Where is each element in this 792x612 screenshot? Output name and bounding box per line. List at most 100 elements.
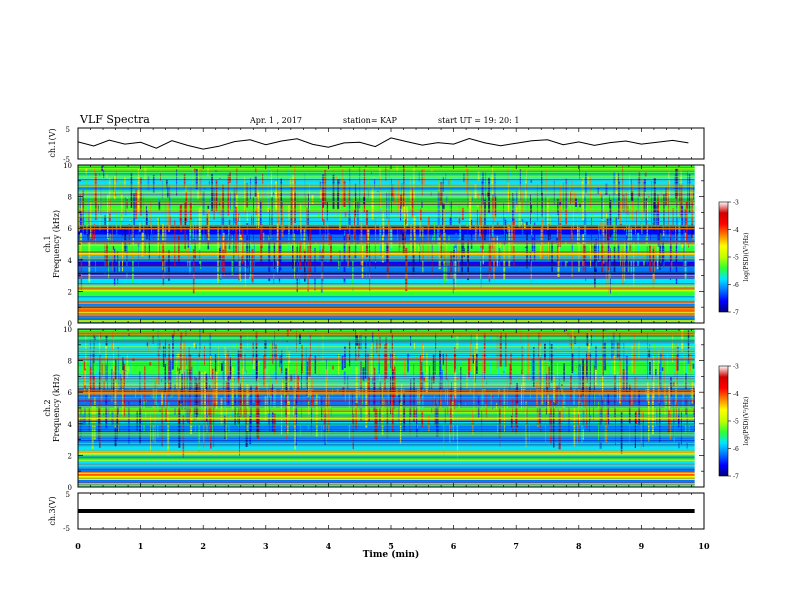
spec-streak [670,225,672,270]
spec-streak [574,385,576,393]
spec-streak [533,360,534,387]
spec-streak [328,232,330,246]
spec-streak [225,348,227,381]
spec-streak [219,194,221,217]
spec-line [78,275,695,277]
x-tick-label: 2 [200,541,206,551]
spec-streak [122,331,125,358]
spec-line [78,403,695,404]
spec-streak [233,189,236,224]
start-time-label: start UT = 19: 20: 1 [438,116,519,125]
spec-streak [451,335,453,338]
spec-streak [437,389,439,405]
spec-streak [164,228,166,274]
spec-line [78,389,695,391]
spec-streak [180,204,183,233]
spec-line [78,371,695,372]
spec-line [78,420,695,421]
ch2-spectrogram-ylabel-channel: ch.2 [43,399,52,416]
spec-streak [440,237,443,259]
spec-line [78,406,695,408]
spec-streak [379,367,380,411]
spec-streak [668,385,671,411]
spec-streak [249,415,252,444]
spec-streak [449,171,451,217]
spec-streak [458,243,460,262]
spec-streak [323,219,325,227]
spec-streak [186,369,188,405]
spec-line [78,166,695,168]
spec-streak [615,217,617,228]
spec-streak [407,353,409,373]
spec-streak [685,251,687,288]
spec-streak [134,187,136,191]
spec-streak [367,189,369,198]
spec-streak [330,235,332,263]
spec-line [78,263,695,265]
spec-streak [650,227,651,242]
spec-strong-line [78,228,695,230]
spec-streak [430,191,432,196]
spec-streak [678,211,680,256]
spec-streak [458,218,461,224]
spec-band [78,234,695,244]
spec-streak [597,187,599,194]
spec-line [78,260,695,261]
spec-streak [493,236,495,279]
spec-line [78,408,695,410]
spec-streak [683,230,685,270]
spec-streak [139,251,142,260]
spec-line [78,232,695,233]
spec-streak [615,401,616,446]
spec-streak [332,365,334,370]
spec-streak [634,411,636,448]
spec-streak [212,411,213,435]
spec-streak [676,355,678,386]
spec-line [78,189,695,191]
spec-streak [289,178,292,188]
spec-streak [479,205,481,237]
spec-streak [618,375,621,404]
spec-streak [478,168,480,196]
spec-streak [592,183,594,224]
spec-streak [605,409,608,444]
spec-streak [219,242,222,280]
spec-streak [639,197,641,226]
ch1-waveform-frame [77,127,705,160]
spec-streak [322,248,324,282]
spec-line [78,300,695,302]
spec-streak [652,248,654,274]
spec-streak [88,208,90,224]
spec-streak [139,222,141,232]
spec-streak [419,208,422,221]
spec-streak [439,368,441,406]
spec-streak [221,362,223,371]
spec-ytick-label: 6 [68,225,73,233]
spec-line [78,363,695,365]
spec-streak [361,245,364,279]
spec-line [78,314,695,315]
colorbar-tick-label: -6 [733,282,739,289]
spec-streak [475,360,476,383]
spec-streak [645,198,647,231]
figure-title: VLF Spectra [79,113,150,126]
spec-line [78,393,695,395]
spec-streak [92,350,94,387]
spec-streak [431,376,433,413]
spec-streak [429,373,430,392]
spec-line [78,284,695,285]
spec-streak [467,229,468,273]
spec-streak [387,366,389,404]
spec-streak [114,365,116,381]
spec-streak [143,193,145,220]
spec-streak [195,344,197,350]
spec-line [78,172,695,174]
spec-line [78,398,695,400]
spec-strong-line [78,392,695,394]
spec-line [78,424,695,426]
spec-streak [307,246,309,292]
spec-line [78,421,695,422]
spec-line [78,348,695,350]
spec-streak [400,379,402,380]
spec-band [78,419,695,426]
